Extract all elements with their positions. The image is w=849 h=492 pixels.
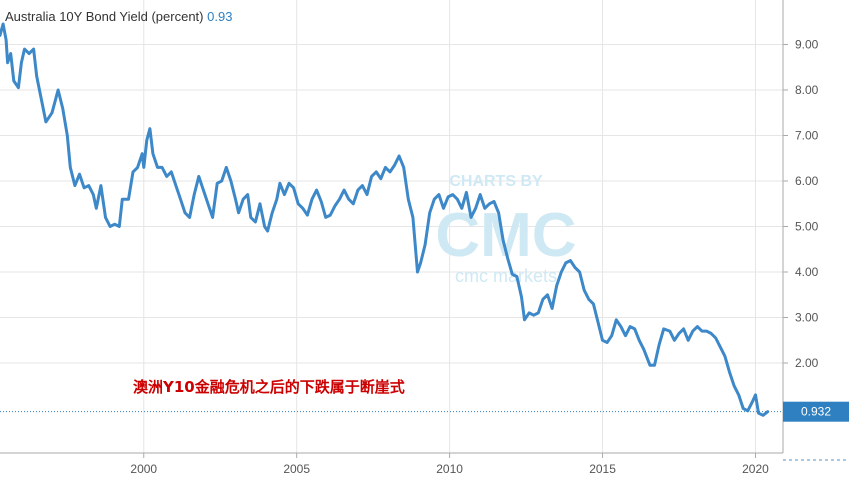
chart-annotation: 澳洲Y10金融危机之后的下跌属于断崖式 <box>133 378 405 396</box>
y-tick-label: 2.00 <box>795 356 819 370</box>
x-tick-label: 2015 <box>589 462 616 476</box>
last-value-badge-box <box>783 401 849 422</box>
x-tick-label: 2000 <box>130 462 157 476</box>
x-tick-label: 2020 <box>742 462 769 476</box>
chart-title-text: Australia 10Y Bond Yield (percent) <box>5 9 204 24</box>
watermark-bottom-text: cmc markets <box>455 266 557 286</box>
series-layer <box>0 22 783 417</box>
chart-title: Australia 10Y Bond Yield (percent) 0.93 <box>5 9 232 24</box>
last-value-badge-text: 0.932 <box>801 405 831 419</box>
grid-lines <box>0 0 783 453</box>
y-tick-label: 7.00 <box>795 129 819 143</box>
y-tick-label: 4.00 <box>795 265 819 279</box>
y-tick-label: 6.00 <box>795 174 819 188</box>
last-value-badge: 0.932 <box>783 401 849 422</box>
axes: 2.00 3.00 4.00 5.00 6.00 7.00 8.00 9.00 2000 2005… <box>0 0 849 476</box>
y-tick-label: 3.00 <box>795 311 819 325</box>
series-line <box>0 22 770 417</box>
x-tick-label: 2010 <box>436 462 463 476</box>
y-tick-label: 8.00 <box>795 83 819 97</box>
y-tick-label: 5.00 <box>795 220 819 234</box>
watermark-logo-text: CMC <box>435 201 576 270</box>
x-tick-label: 2005 <box>283 462 310 476</box>
watermark: CHARTS BY CMC cmc markets <box>435 173 576 286</box>
current-value: 0.93 <box>207 9 233 24</box>
watermark-top-text: CHARTS BY <box>449 173 543 190</box>
y-tick-label: 9.00 <box>795 38 819 52</box>
